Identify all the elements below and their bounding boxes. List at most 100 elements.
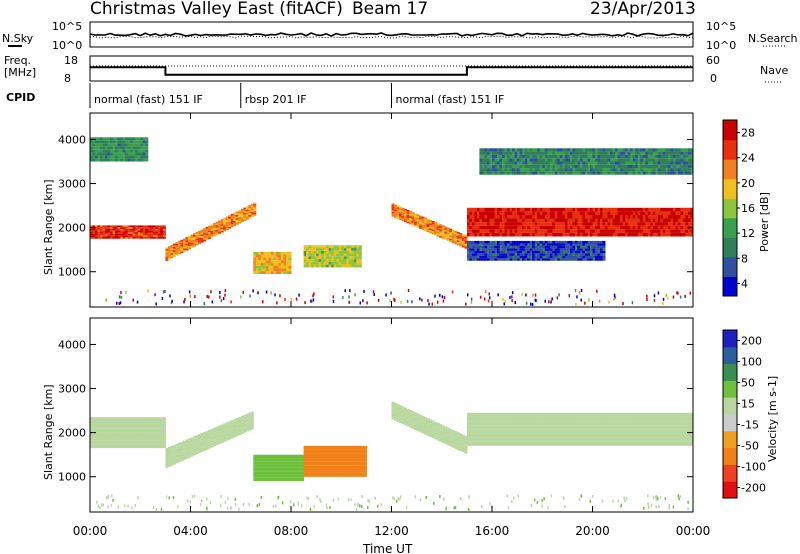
heatmap-cell <box>198 450 201 454</box>
heatmap-cell <box>476 218 480 223</box>
heatmap-cell <box>331 264 335 268</box>
heatmap-cell <box>667 229 671 233</box>
heatmap-cell <box>195 435 199 438</box>
heatmap-cell <box>220 230 224 233</box>
heatmap-cell <box>210 431 214 434</box>
heatmap-cell <box>577 250 581 254</box>
heatmap-cell <box>409 221 413 223</box>
heatmap-cell <box>489 441 493 446</box>
heatmap-cell <box>499 215 503 219</box>
heatmap-cell <box>640 232 644 237</box>
heatmap-cell <box>552 154 556 159</box>
heatmap-cell <box>436 425 440 428</box>
heatmap-cell <box>353 465 357 470</box>
frequency-trace <box>90 66 693 76</box>
heatmap-cell <box>130 424 134 429</box>
heatmap-cell <box>125 440 129 445</box>
heatmap-cell <box>100 158 103 162</box>
heatmap-cell <box>544 245 548 249</box>
heatmap-cell <box>504 158 508 162</box>
heatmap-cell <box>595 229 598 233</box>
heatmap-cell <box>534 151 538 155</box>
heatmap-cell <box>358 453 362 458</box>
heatmap-cell <box>474 222 478 226</box>
heatmap-cell <box>233 221 237 223</box>
heatmap-cell <box>193 443 196 446</box>
heatmap-cell <box>461 450 465 453</box>
heatmap-cell <box>328 248 332 251</box>
heatmap-cell <box>208 441 212 444</box>
heatmap-noise <box>677 291 679 295</box>
heatmap-cell <box>416 424 420 427</box>
heatmap-cell <box>617 412 621 417</box>
heatmap-cell <box>419 421 423 424</box>
heatmap-cell <box>645 218 649 223</box>
heatmap-cell <box>396 213 400 216</box>
heatmap-cell <box>507 429 511 434</box>
heatmap-cell <box>622 218 626 223</box>
heatmap-cell <box>165 259 169 261</box>
heatmap-cell <box>441 434 445 437</box>
heatmap-cell <box>497 154 500 159</box>
heatmap-cell <box>683 151 686 155</box>
heatmap-cell <box>253 251 257 255</box>
heatmap-cell <box>562 433 566 438</box>
heatmap-noise <box>535 299 537 303</box>
heatmap-cell <box>127 432 131 437</box>
heatmap-cell <box>107 158 111 162</box>
heatmap-cell <box>625 171 629 175</box>
heatmap-cell <box>577 240 581 244</box>
heatmap-cell <box>554 168 558 172</box>
heatmap-cell <box>406 422 410 425</box>
heatmap-cell <box>245 420 249 423</box>
heatmap-cell <box>177 246 181 248</box>
heatmap-cell <box>569 229 573 233</box>
heatmap-cell <box>193 438 196 442</box>
heatmap-cell <box>446 239 450 241</box>
heatmap-cell <box>552 215 556 219</box>
heatmap-cell <box>270 257 274 261</box>
heatmap-cell <box>539 211 543 215</box>
heatmap-cell <box>125 421 129 425</box>
heatmap-cell <box>466 211 470 215</box>
heatmap-cell <box>487 164 490 169</box>
heatmap-cell <box>137 152 141 156</box>
heatmap-cell <box>564 243 568 246</box>
heatmap-cell <box>542 158 546 162</box>
heatmap-cell <box>564 168 568 172</box>
heatmap-cell <box>316 461 320 466</box>
heatmap-cell <box>326 250 330 254</box>
heatmap-cell <box>142 232 146 234</box>
heatmap-cell <box>529 250 533 254</box>
heatmap-cell <box>399 411 402 415</box>
heatmap-cell <box>200 437 204 441</box>
heatmap-noise <box>622 302 624 306</box>
heatmap-cell <box>605 154 609 159</box>
heatmap-cell <box>592 255 596 259</box>
heatmap-cell <box>650 164 654 169</box>
heatmap-cell <box>343 469 347 473</box>
heatmap-cell <box>283 265 287 269</box>
heatmap-cell <box>283 260 287 263</box>
heatmap-cell <box>213 444 217 447</box>
heatmap-cell <box>637 161 641 165</box>
heatmap-cell <box>590 250 593 254</box>
heatmap-cell <box>140 233 144 236</box>
heatmap-cell <box>321 453 325 458</box>
heatmap-cell <box>228 215 232 217</box>
heatmap-cell <box>200 237 204 240</box>
heatmap-cell <box>215 226 219 229</box>
heatmap-cell <box>451 430 455 433</box>
heatmap-cell <box>318 250 322 254</box>
heatmap-cell <box>655 218 659 223</box>
heatmap-cell <box>690 207 694 212</box>
heatmap-cell <box>590 425 593 430</box>
heatmap-cell <box>280 461 284 465</box>
heatmap-cell <box>280 458 284 462</box>
heatmap-cell <box>260 461 264 465</box>
heatmap-cell <box>90 143 93 147</box>
heatmap-cell <box>562 258 566 261</box>
heatmap-cell <box>602 207 606 212</box>
heatmap-cell <box>102 152 106 156</box>
heatmap-cell <box>411 424 415 427</box>
